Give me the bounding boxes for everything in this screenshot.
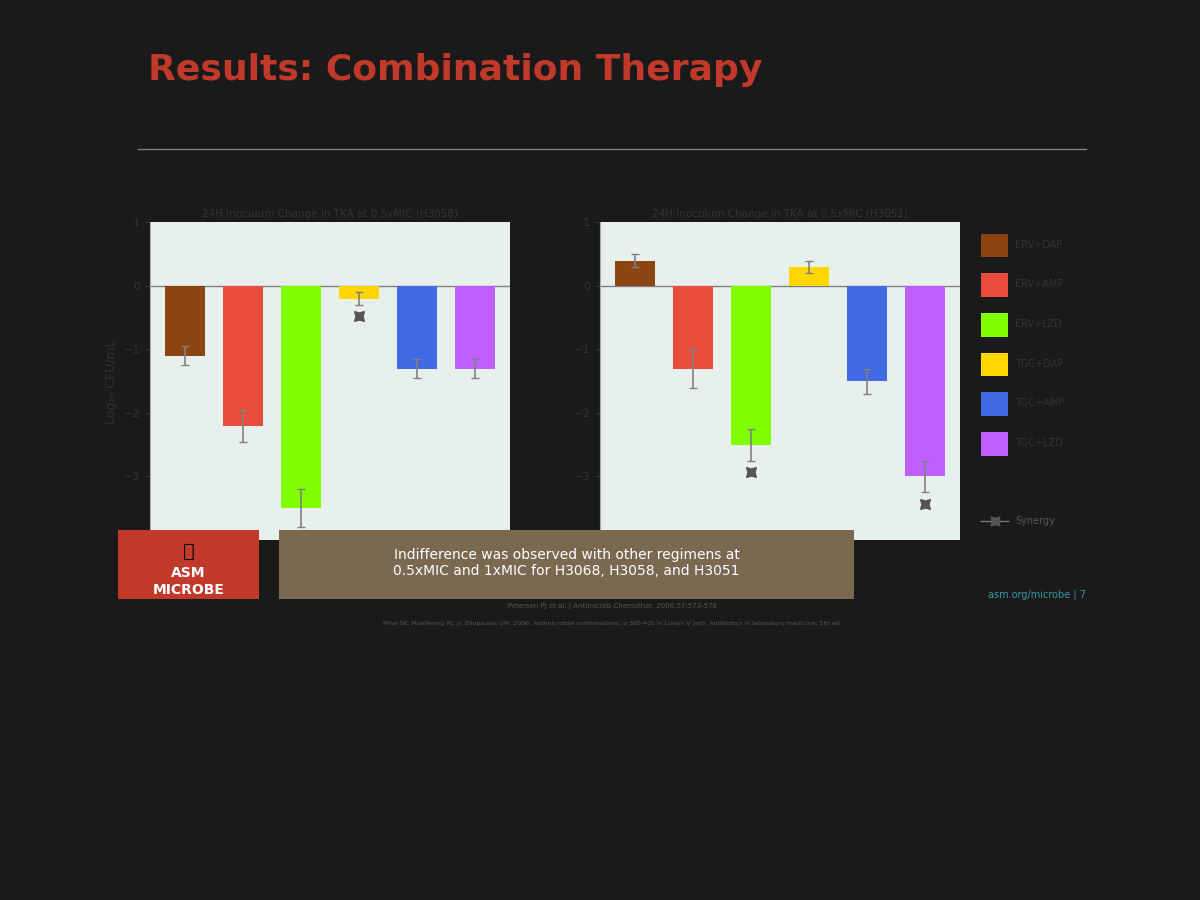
FancyBboxPatch shape [280, 530, 854, 599]
Bar [338, 286, 379, 299]
Text: Figure 3.: Figure 3. [739, 558, 803, 572]
Bar [164, 286, 205, 356]
Text: Synergy: Synergy [1015, 516, 1055, 526]
Bar [905, 286, 946, 476]
Text: asm.org/microbe | 7: asm.org/microbe | 7 [988, 590, 1086, 600]
Text: TGC+AMP: TGC+AMP [1015, 399, 1064, 409]
Text: Results: Combination Therapy: Results: Combination Therapy [149, 53, 763, 87]
Title: 24H Inoculum Change in TKA at 0.5xMIC (H3058): 24H Inoculum Change in TKA at 0.5xMIC (H… [202, 209, 458, 219]
Text: Petersen PJ et al. J Antimicrob Chemother. 2006;57:573-576: Petersen PJ et al. J Antimicrob Chemothe… [508, 603, 716, 609]
Text: ERV+AMP: ERV+AMP [1015, 279, 1063, 290]
FancyBboxPatch shape [980, 432, 1008, 456]
Text: ERV+LZD: ERV+LZD [1015, 320, 1062, 329]
Y-axis label: Log₁₀ CFU/mL: Log₁₀ CFU/mL [106, 339, 119, 424]
Title: 24H Inoculum Change in TKA at 0.5xMIC (H3051): 24H Inoculum Change in TKA at 0.5xMIC (H… [652, 209, 908, 219]
FancyBboxPatch shape [980, 353, 1008, 376]
Bar [614, 261, 655, 286]
Bar [847, 286, 888, 382]
Bar [455, 286, 496, 368]
FancyBboxPatch shape [980, 313, 1008, 337]
Text: TGC+DAP: TGC+DAP [1015, 359, 1063, 369]
FancyBboxPatch shape [980, 274, 1008, 297]
Bar [731, 286, 772, 445]
Text: ERV+DAP: ERV+DAP [1015, 239, 1062, 249]
FancyBboxPatch shape [980, 392, 1008, 416]
Text: 🧪: 🧪 [182, 542, 194, 561]
Text: Figure 2.: Figure 2. [289, 558, 353, 572]
Bar [788, 267, 829, 286]
Bar [672, 286, 713, 368]
Text: TGC+LZD: TGC+LZD [1015, 438, 1063, 448]
Bar [397, 286, 438, 368]
Text: ASM
MICROBE: ASM MICROBE [152, 566, 224, 597]
FancyBboxPatch shape [118, 530, 259, 599]
Text: Pillai SK, Moellering RC Jr, Eliopoulos GM. 2006. Antimicrobial combinations, p : Pillai SK, Moellering RC Jr, Eliopoulos … [383, 621, 841, 626]
Text: Indifference was observed with other regimens at
0.5xMIC and 1xMIC for H3068, H3: Indifference was observed with other reg… [394, 548, 740, 579]
FancyBboxPatch shape [980, 234, 1008, 257]
Bar [281, 286, 322, 508]
Bar [222, 286, 263, 426]
